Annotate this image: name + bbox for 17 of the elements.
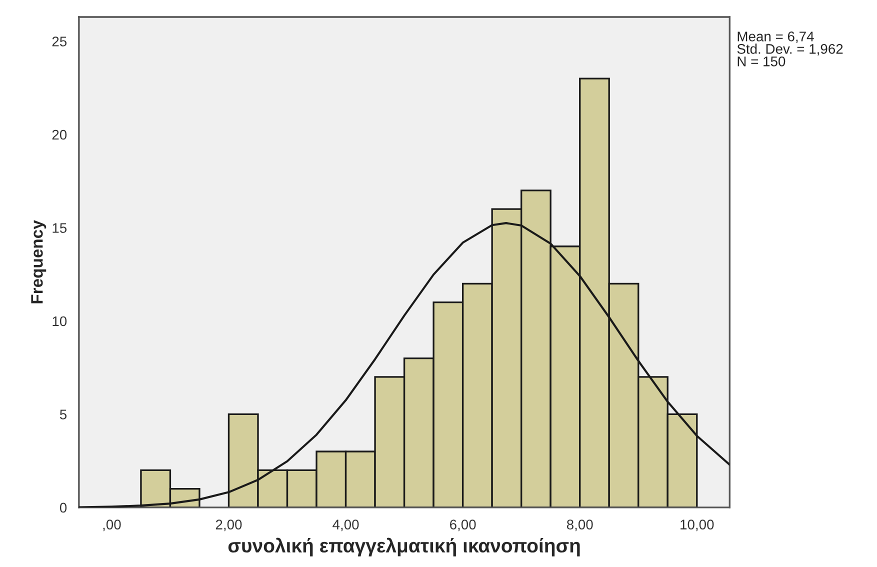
x-tick-label: 4,00 <box>332 520 359 532</box>
y-tick-label: 15 <box>52 223 67 233</box>
x-tick-label: ,00 <box>103 520 121 532</box>
x-tick-label: 10,00 <box>680 520 714 532</box>
y-tick-label: 25 <box>52 36 67 46</box>
text: Std. Dev. = 1,962 <box>737 44 843 56</box>
y-tick-label: 20 <box>52 130 67 140</box>
y-tick-label: 10 <box>52 316 67 326</box>
text: N = 150 <box>738 56 786 66</box>
y-tick-label: 0 <box>60 502 67 513</box>
text: Mean = 6,74 <box>738 32 814 44</box>
x-axis-title: συνολική επαγγελματική ικανοποίηση <box>228 538 580 556</box>
x-tick-label: 8,00 <box>566 520 593 532</box>
x-tick-label: 2,00 <box>216 520 242 532</box>
y-axis-title: Frequency <box>31 220 46 304</box>
y-tick-label: 5 <box>60 410 67 420</box>
x-tick-label: 6,00 <box>450 520 476 532</box>
